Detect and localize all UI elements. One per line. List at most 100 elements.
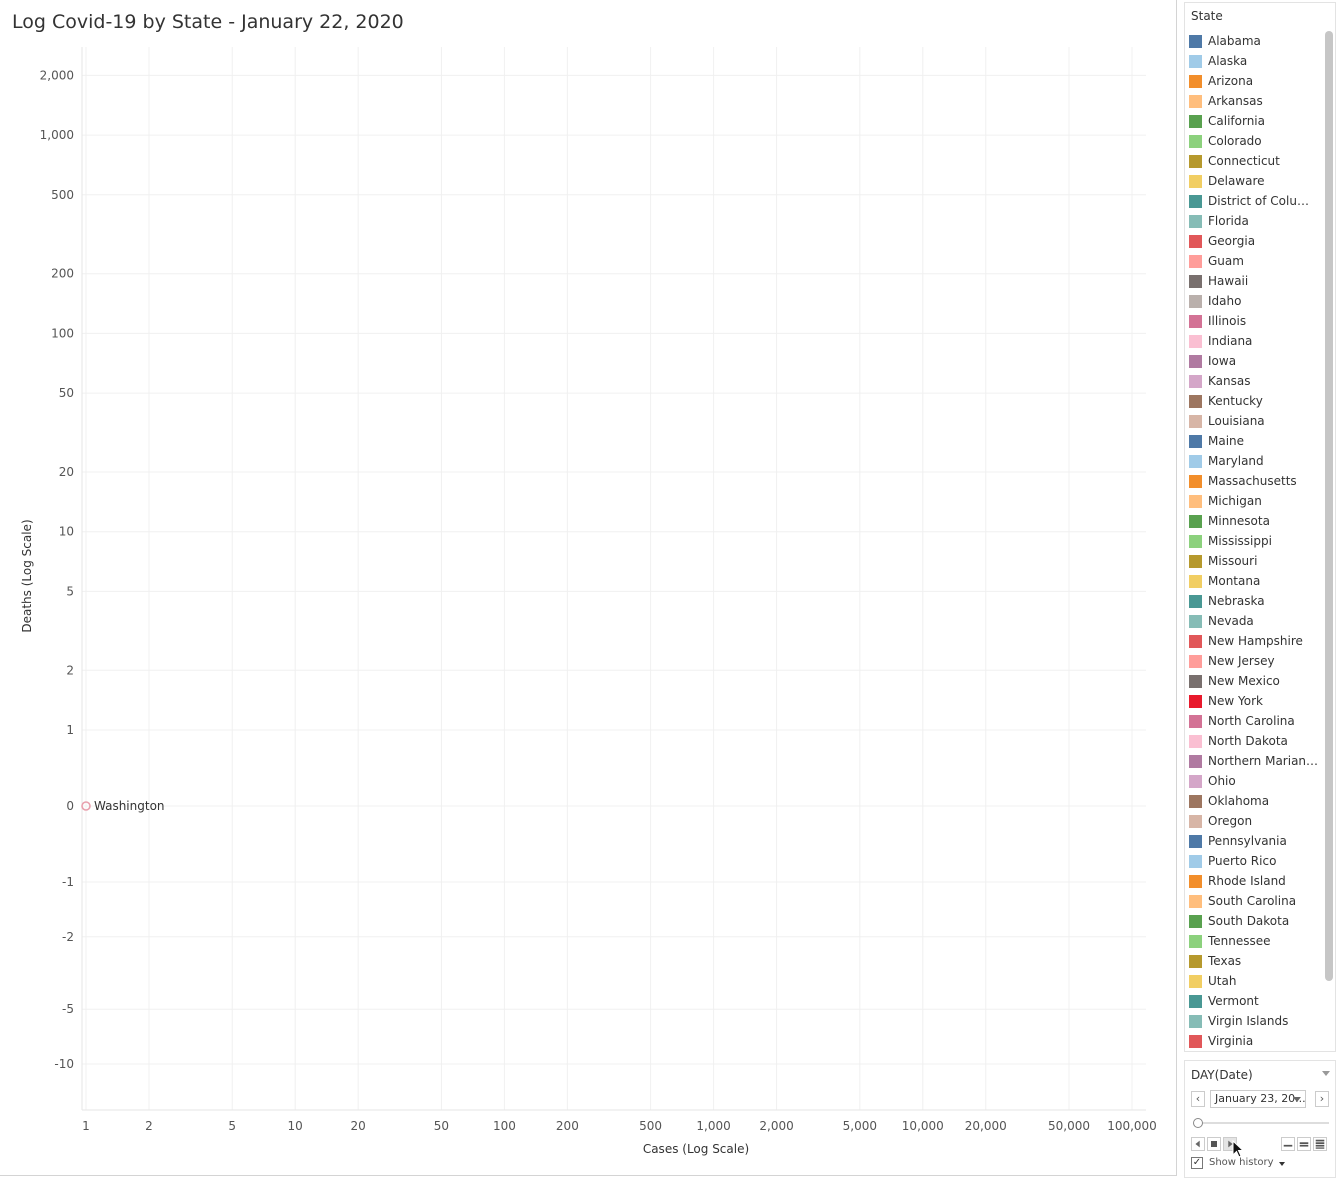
legend-item[interactable]: Texas: [1189, 951, 1321, 971]
legend-item[interactable]: Louisiana: [1189, 411, 1321, 431]
play-forward-icon: [1228, 1140, 1233, 1148]
show-history-label[interactable]: Show history: [1209, 1157, 1274, 1168]
legend-swatch: [1189, 374, 1202, 388]
legend-item[interactable]: South Carolina: [1189, 891, 1321, 911]
stop-button[interactable]: [1207, 1137, 1221, 1151]
legend-item[interactable]: Maryland: [1189, 451, 1321, 471]
legend-swatch: [1189, 974, 1202, 988]
speed-medium-button[interactable]: [1297, 1137, 1311, 1151]
legend-item[interactable]: Alaska: [1189, 51, 1321, 71]
legend-item[interactable]: Michigan: [1189, 491, 1321, 511]
x-tick-label: 10: [288, 1119, 303, 1133]
page-slider-thumb[interactable]: [1193, 1118, 1203, 1128]
legend-item[interactable]: Vermont: [1189, 991, 1321, 1011]
legend-item[interactable]: Nevada: [1189, 611, 1321, 631]
speed-medium-bar-1: [1299, 1142, 1309, 1144]
speed-slow-button[interactable]: [1281, 1137, 1295, 1151]
legend-item[interactable]: Alabama: [1189, 31, 1321, 51]
x-tick-label: 100,000: [1107, 1119, 1157, 1133]
legend-item[interactable]: New Hampshire: [1189, 631, 1321, 651]
legend-item[interactable]: Kansas: [1189, 371, 1321, 391]
y-axis-title: Deaths (Log Scale): [20, 519, 34, 632]
speed-medium-bar-2: [1299, 1144, 1309, 1147]
legend-item[interactable]: Illinois: [1189, 311, 1321, 331]
legend-item[interactable]: Kentucky: [1189, 391, 1321, 411]
speed-fast-button[interactable]: [1313, 1137, 1327, 1151]
viz-area: Log Covid-19 by State - January 22, 2020…: [0, 0, 1177, 1176]
page-slider-track[interactable]: [1195, 1122, 1329, 1124]
legend-label: Colorado: [1208, 134, 1262, 148]
legend-label: Florida: [1208, 214, 1249, 228]
legend-swatch: [1189, 454, 1202, 468]
y-tick-label: 200: [51, 267, 74, 281]
legend-item[interactable]: Colorado: [1189, 131, 1321, 151]
legend-item[interactable]: Delaware: [1189, 171, 1321, 191]
legend-label: Utah: [1208, 974, 1237, 988]
legend-item[interactable]: District of Columb..: [1189, 191, 1321, 211]
play-backward-button[interactable]: [1191, 1137, 1205, 1151]
legend-item[interactable]: California: [1189, 111, 1321, 131]
pages-menu-caret-icon[interactable]: [1322, 1071, 1330, 1076]
legend-swatch: [1189, 534, 1202, 548]
legend-item[interactable]: New Mexico: [1189, 671, 1321, 691]
legend-label: Arkansas: [1208, 94, 1263, 108]
legend-item[interactable]: Nebraska: [1189, 591, 1321, 611]
y-tick-label: 20: [59, 465, 74, 479]
legend-swatch: [1189, 174, 1202, 188]
legend-item[interactable]: Arizona: [1189, 71, 1321, 91]
legend-swatch: [1189, 754, 1202, 768]
legend-swatch: [1189, 414, 1202, 428]
legend-scrollbar[interactable]: [1325, 31, 1333, 981]
legend-item[interactable]: Idaho: [1189, 291, 1321, 311]
show-history-checkbox[interactable]: ✓: [1191, 1157, 1203, 1169]
legend-item[interactable]: North Carolina: [1189, 711, 1321, 731]
legend-label: Guam: [1208, 254, 1244, 268]
legend-swatch: [1189, 594, 1202, 608]
legend-item[interactable]: Missouri: [1189, 551, 1321, 571]
legend-item[interactable]: Virgin Islands: [1189, 1011, 1321, 1031]
legend-item[interactable]: Iowa: [1189, 351, 1321, 371]
legend-item[interactable]: Hawaii: [1189, 271, 1321, 291]
legend-item[interactable]: Connecticut: [1189, 151, 1321, 171]
legend-item[interactable]: New Jersey: [1189, 651, 1321, 671]
legend-item[interactable]: Montana: [1189, 571, 1321, 591]
legend-item[interactable]: Ohio: [1189, 771, 1321, 791]
show-history-menu-icon[interactable]: [1279, 1162, 1285, 1166]
legend-label: Iowa: [1208, 354, 1237, 368]
legend-label: New Hampshire: [1208, 634, 1303, 648]
legend-label: Alaska: [1208, 54, 1248, 68]
legend-title: State: [1191, 9, 1223, 23]
legend-item[interactable]: Arkansas: [1189, 91, 1321, 111]
legend-label: North Carolina: [1208, 714, 1295, 728]
legend-item[interactable]: Oregon: [1189, 811, 1321, 831]
legend-label: New Jersey: [1208, 654, 1275, 668]
legend-item[interactable]: Rhode Island: [1189, 871, 1321, 891]
x-tick-label: 50: [434, 1119, 449, 1133]
legend-item[interactable]: Virginia: [1189, 1031, 1321, 1051]
legend-item[interactable]: Indiana: [1189, 331, 1321, 351]
legend-item[interactable]: Puerto Rico: [1189, 851, 1321, 871]
next-page-button[interactable]: ›: [1315, 1091, 1329, 1107]
legend-item[interactable]: New York: [1189, 691, 1321, 711]
legend-item[interactable]: Georgia: [1189, 231, 1321, 251]
legend-item[interactable]: South Dakota: [1189, 911, 1321, 931]
legend-item[interactable]: Massachusetts: [1189, 471, 1321, 491]
legend-label: Michigan: [1208, 494, 1262, 508]
legend-item[interactable]: Guam: [1189, 251, 1321, 271]
legend-item[interactable]: Maine: [1189, 431, 1321, 451]
legend-item[interactable]: Florida: [1189, 211, 1321, 231]
date-dropdown[interactable]: January 23, 20...: [1210, 1090, 1306, 1108]
legend-item[interactable]: North Dakota: [1189, 731, 1321, 751]
legend-item[interactable]: Oklahoma: [1189, 791, 1321, 811]
legend-item[interactable]: Minnesota: [1189, 511, 1321, 531]
legend-label: Northern Mariana..: [1208, 754, 1320, 768]
legend-item[interactable]: Northern Mariana..: [1189, 751, 1321, 771]
legend-item[interactable]: Pennsylvania: [1189, 831, 1321, 851]
previous-page-button[interactable]: ‹: [1191, 1091, 1205, 1107]
legend-item[interactable]: Tennessee: [1189, 931, 1321, 951]
legend-label: Delaware: [1208, 174, 1265, 188]
legend-item[interactable]: Utah: [1189, 971, 1321, 991]
legend-label: Illinois: [1208, 314, 1247, 328]
legend-item[interactable]: Mississippi: [1189, 531, 1321, 551]
